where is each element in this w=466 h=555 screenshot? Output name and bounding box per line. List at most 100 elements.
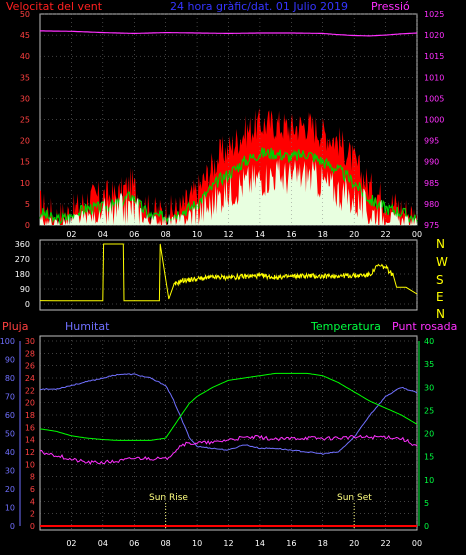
temp-x-tick-label: 10 <box>192 539 202 548</box>
pressure-y-tick-label: 1010 <box>424 73 444 82</box>
humidity-y-tick-label: 80 <box>5 374 15 383</box>
rain-y-tick-label: 2 <box>30 510 35 519</box>
dewpoint-label: Punt rosada <box>392 320 457 333</box>
humidity-series <box>39 373 418 455</box>
rain-y-tick-label: 6 <box>30 485 35 494</box>
compass-e: E <box>436 290 444 304</box>
temp-x-tick-label: 02 <box>66 539 76 548</box>
compass-w: W <box>436 255 448 269</box>
rain-y-tick-label: 10 <box>25 460 35 469</box>
wind-x-tick-label: 02 <box>66 230 76 239</box>
sun-rise-label: Sun Rise <box>149 493 188 503</box>
humidity-y-tick-label: 20 <box>5 485 15 494</box>
pressure-y-tick-label: 1000 <box>424 116 444 125</box>
rain-y-tick-label: 0 <box>30 522 35 531</box>
rain-y-tick-label: 12 <box>25 448 35 457</box>
wind-x-tick-label: 22 <box>380 230 390 239</box>
pressure-label: Pressió <box>371 0 410 13</box>
humidity-y-tick-label: 100 <box>0 337 15 346</box>
wind-chart: 0510152025303540455097598098599099510001… <box>20 10 445 239</box>
wind-direction-series <box>39 243 418 302</box>
rain-y-tick-label: 28 <box>25 349 35 358</box>
direction-panel-frame <box>39 239 418 311</box>
temperature-y-tick-label: 0 <box>424 522 429 531</box>
temperature-y-tick-label: 20 <box>424 430 434 439</box>
temperature-series <box>39 372 418 441</box>
wind-x-tick-label: 08 <box>161 230 171 239</box>
rain-y-tick-label: 20 <box>25 399 35 408</box>
pressure-y-tick-label: 1005 <box>424 94 444 103</box>
wind-x-tick-label: 10 <box>192 230 202 239</box>
rain-y-tick-label: 22 <box>25 386 35 395</box>
pressure-y-tick-label: 975 <box>424 221 439 230</box>
humidity-y-tick-label: 30 <box>5 467 15 476</box>
temperature-y-tick-label: 15 <box>424 453 434 462</box>
direction-chart: 0 90 180 270 360 <box>15 240 418 310</box>
humidity-y-tick-label: 10 <box>5 504 15 513</box>
wind-y-tick-label: 5 <box>25 200 30 209</box>
rain-y-tick-label: 16 <box>25 423 35 432</box>
wind-y-tick-label: 35 <box>20 73 30 82</box>
humidity-y-tick-label: 90 <box>5 356 15 365</box>
wind-speed-label: Velocitat del vent <box>6 0 103 13</box>
wind-x-tick-label: 00 <box>412 230 422 239</box>
humidity-y-tick-label: 50 <box>5 430 15 439</box>
temp-x-tick-label: 14 <box>255 539 265 548</box>
rain-y-tick-label: 26 <box>25 362 35 371</box>
chart-title: 24 hora gràfic/dat. 01 Julio 2019 <box>170 0 348 13</box>
pressure-y-tick-label: 985 <box>424 179 439 188</box>
temp-x-tick-label: 18 <box>318 539 328 548</box>
wind-y-tick-label: 15 <box>20 158 30 167</box>
direction-y-tick-label: 270 <box>15 255 30 264</box>
rain-y-tick-label: 4 <box>30 497 35 506</box>
wind-x-tick-label: 12 <box>223 230 233 239</box>
wind-y-tick-label: 20 <box>20 137 30 146</box>
wind-x-tick-label: 04 <box>98 230 108 239</box>
humidity-label: Humitat <box>65 320 110 333</box>
temp-x-tick-label: 06 <box>129 539 139 548</box>
sun-set-label: Sun Set <box>337 493 372 503</box>
temperature-y-tick-label: 30 <box>424 383 434 392</box>
temperature-y-tick-label: 10 <box>424 476 434 485</box>
compass-s: S <box>436 273 444 287</box>
pressure-y-tick-label: 1015 <box>424 52 444 61</box>
rain-y-tick-label: 24 <box>25 374 35 383</box>
wind-y-tick-label: 50 <box>20 10 30 19</box>
direction-y-tick-label: 90 <box>20 285 30 294</box>
dewpoint-series <box>39 434 418 465</box>
temperature-y-tick-label: 5 <box>424 499 429 508</box>
rain-y-tick-label: 18 <box>25 411 35 420</box>
wind-y-tick-label: 10 <box>20 179 30 188</box>
rain-y-tick-label: 14 <box>25 436 35 445</box>
temperature-label: Temperatura <box>310 320 381 333</box>
wind-y-tick-label: 30 <box>20 94 30 103</box>
pressure-y-tick-label: 1020 <box>424 31 444 40</box>
temperature-y-tick-label: 35 <box>424 360 434 369</box>
wind-y-tick-label: 45 <box>20 31 30 40</box>
temp-x-tick-label: 20 <box>349 539 359 548</box>
humidity-y-tick-label: 40 <box>5 448 15 457</box>
temp-x-tick-label: 08 <box>161 539 171 548</box>
humidity-y-tick-label: 70 <box>5 393 15 402</box>
rain-label: Pluja <box>2 320 28 333</box>
temp-x-tick-label: 12 <box>223 539 233 548</box>
humidity-y-tick-label: 0 <box>10 522 15 531</box>
wind-y-tick-label: 0 <box>25 221 30 230</box>
rain-y-tick-label: 8 <box>30 473 35 482</box>
wind-x-tick-label: 06 <box>129 230 139 239</box>
wind-y-tick-label: 40 <box>20 52 30 61</box>
temperature-chart: 0102030405060708090100024681012141618202… <box>0 336 434 548</box>
rain-y-tick-label: 30 <box>25 337 35 346</box>
pressure-y-tick-label: 995 <box>424 137 439 146</box>
direction-y-tick-label: 180 <box>15 270 30 279</box>
wind-y-tick-label: 25 <box>20 116 30 125</box>
temp-x-tick-label: 22 <box>380 539 390 548</box>
temperature-y-tick-label: 40 <box>424 337 434 346</box>
pressure-y-tick-label: 1025 <box>424 10 444 19</box>
direction-y-tick-label: 360 <box>15 240 30 249</box>
compass-n-bottom: N <box>436 307 445 321</box>
pressure-series <box>40 30 418 37</box>
temp-x-tick-label: 04 <box>98 539 108 548</box>
wind-x-tick-label: 20 <box>349 230 359 239</box>
